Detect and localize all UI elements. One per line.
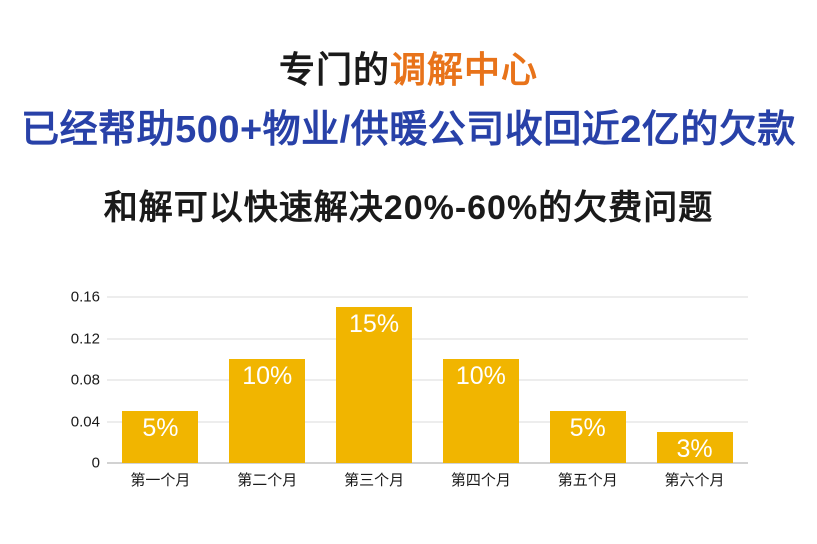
bar: 5% — [549, 411, 626, 463]
y-tick-label: 0.08 — [70, 371, 100, 389]
y-tick-label: 0 — [91, 454, 100, 472]
bar-slot: 10% — [427, 297, 534, 463]
bar-value-label: 3% — [676, 434, 713, 463]
gridline — [107, 421, 748, 422]
y-axis: 0 0.04 0.08 0.12 0.16 — [40, 289, 100, 472]
bar-value-label: 5% — [142, 414, 179, 443]
x-axis-labels: 第一个月 第二个月 第三个月 第四个月 第五个月 第六个月 — [107, 469, 748, 490]
bar: 15% — [336, 307, 413, 463]
x-tick-label: 第三个月 — [344, 472, 405, 489]
bar: 5% — [122, 411, 199, 463]
bar-slot: 3% — [641, 297, 748, 463]
gridline — [107, 296, 748, 298]
bar: 10% — [442, 359, 519, 463]
bar-value-label: 5% — [569, 414, 606, 443]
x-tick-label: 第六个月 — [664, 472, 725, 489]
x-axis-line — [107, 462, 748, 464]
x-tick-label: 第二个月 — [237, 472, 298, 489]
title-line-1-orange: 调解中心 — [390, 49, 539, 90]
bar-series: 5% 10% 15% 10% 5% 3% — [107, 297, 748, 463]
title-line-1: 专门的调解中心 — [0, 41, 817, 93]
bar-slot: 5% — [107, 297, 214, 463]
bar-slot: 10% — [214, 297, 321, 463]
bar-slot: 5% — [534, 297, 641, 463]
bar-value-label: 10% — [242, 362, 293, 391]
title-line-3: 和解可以快速解决20%-60%的欠费问题 — [103, 189, 714, 227]
gridline — [107, 338, 748, 339]
gridline — [107, 379, 748, 381]
title-line-1-black: 专门的 — [278, 49, 390, 90]
chart-plot-area — [107, 296, 748, 464]
x-tick-label: 第一个月 — [130, 472, 191, 489]
bar: 3% — [656, 431, 733, 463]
y-tick-label: 0.12 — [70, 330, 100, 347]
bar-value-label: 10% — [455, 362, 506, 391]
y-tick-label: 0.16 — [70, 288, 100, 306]
bar-value-label: 15% — [349, 310, 400, 339]
x-tick-label: 第五个月 — [557, 472, 618, 489]
x-tick-label: 第四个月 — [450, 472, 511, 489]
bar: 10% — [229, 359, 306, 463]
title-line-2: 已经帮助500+物业/供暖公司收回近2亿的欠款 — [21, 109, 796, 151]
bar-slot: 15% — [321, 297, 428, 463]
y-tick-label: 0.04 — [70, 413, 100, 430]
